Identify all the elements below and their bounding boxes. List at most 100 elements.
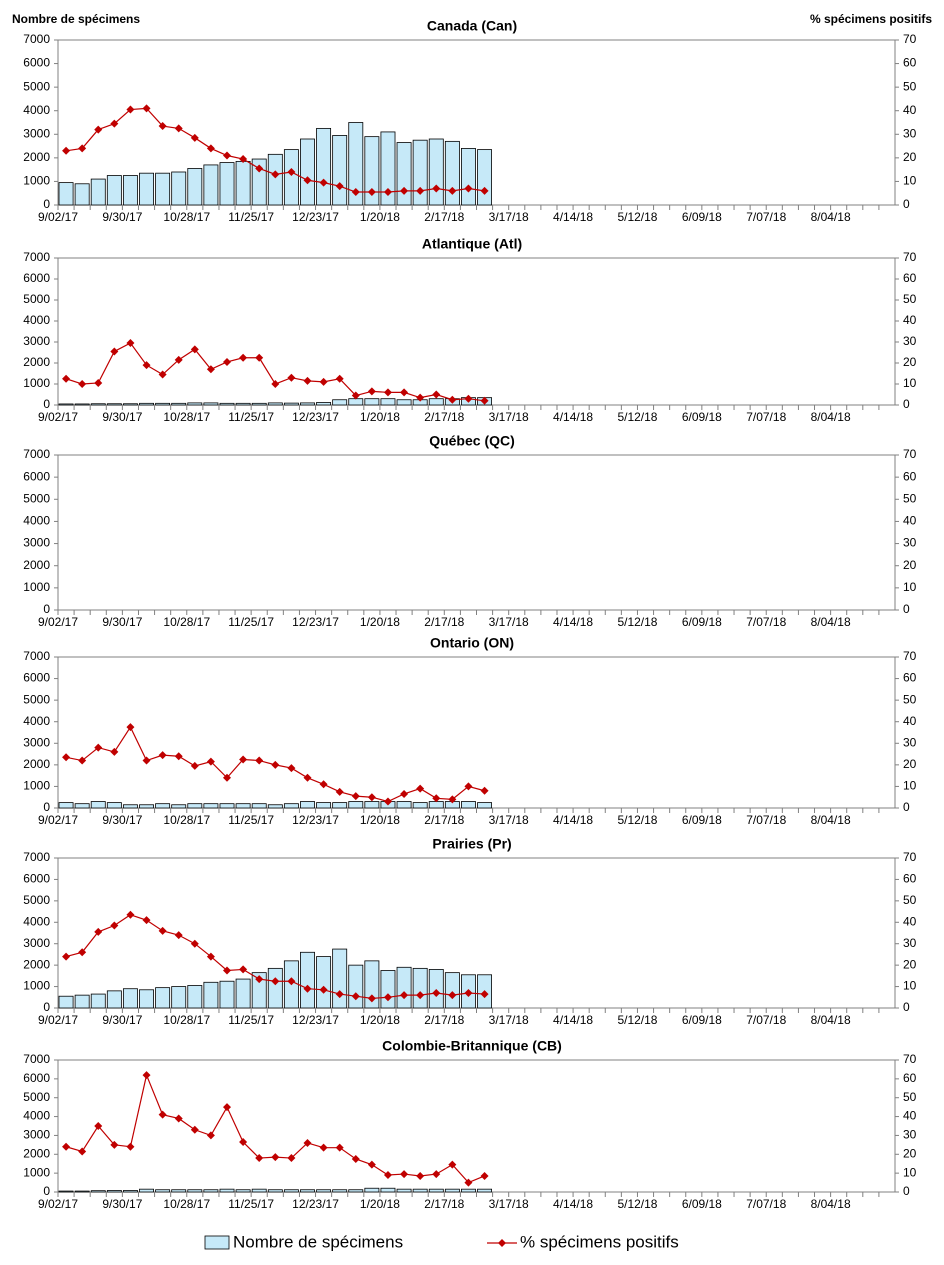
bar (348, 1189, 364, 1193)
line (65, 1073, 485, 1184)
x-tick-label: 5/12/18 (617, 813, 657, 827)
y-tick-label: 6000 (23, 469, 50, 483)
y2-tick-label: 0 (903, 800, 910, 814)
line-marker (287, 1154, 296, 1163)
bar (364, 136, 380, 206)
bar (187, 168, 203, 206)
bar (380, 970, 396, 1009)
y-tick-label: 0 (43, 602, 50, 616)
legend-label: Nombre de spécimens (233, 1232, 403, 1251)
bar (428, 1188, 444, 1193)
y2-tick-label: 50 (903, 292, 917, 306)
bar (348, 801, 364, 809)
y2-tick-label: 20 (903, 957, 917, 971)
line-marker (416, 784, 425, 793)
x-tick-label: 9/02/17 (38, 210, 78, 224)
line-marker (416, 393, 425, 402)
line-marker (432, 794, 441, 803)
bar (412, 139, 428, 206)
bar (251, 972, 267, 1009)
y2-tick-label: 70 (903, 649, 917, 663)
line-marker (367, 994, 376, 1003)
bar (428, 801, 444, 809)
line-marker (62, 952, 71, 961)
bar (316, 1189, 332, 1193)
line-marker (464, 394, 473, 403)
line-marker (271, 977, 280, 986)
bar (74, 183, 90, 206)
x-tick-label: 4/14/18 (553, 1013, 593, 1027)
line-marker (287, 764, 296, 773)
bar (444, 972, 460, 1009)
line-marker (287, 373, 296, 382)
y2-tick-label: 0 (903, 397, 910, 411)
line-marker (319, 178, 328, 187)
line-marker (78, 756, 87, 765)
bar (477, 149, 492, 206)
y2-tick-label: 20 (903, 558, 917, 572)
x-tick-label: 10/28/17 (163, 615, 210, 629)
y-tick-label: 2000 (23, 558, 50, 572)
bar (235, 978, 251, 1009)
y-tick-label: 5000 (23, 292, 50, 306)
line-marker (223, 151, 232, 160)
bar (235, 402, 251, 406)
x-tick-label: 3/17/18 (489, 1013, 529, 1027)
bar (300, 402, 315, 406)
x-tick-label: 8/04/18 (811, 210, 851, 224)
plot-frame (57, 1059, 896, 1193)
line-marker (78, 144, 87, 153)
bar (106, 990, 122, 1009)
x-tick-label: 11/25/17 (228, 210, 274, 224)
bar (219, 162, 235, 206)
bar (428, 398, 444, 406)
bar (364, 1187, 380, 1193)
bar (219, 803, 235, 809)
x-tick-label: 2/17/18 (424, 1197, 464, 1211)
line-marker (432, 1170, 441, 1179)
chart-title: Colombie-Britannique (CB) (382, 1038, 562, 1054)
line-marker (110, 347, 119, 356)
x-tick-label: 9/02/17 (38, 1197, 78, 1211)
line-marker (383, 797, 392, 806)
line-marker (367, 793, 376, 802)
bar (412, 802, 428, 809)
line-marker (158, 1110, 167, 1119)
line-marker (126, 339, 135, 348)
y-tick-label: 0 (43, 800, 50, 814)
bar (267, 402, 283, 406)
y-tick-label: 4000 (23, 914, 50, 928)
line-marker (351, 992, 360, 1001)
y-tick-label: 1000 (23, 979, 50, 993)
chart-title: Prairies (Pr) (432, 836, 511, 852)
line-marker (239, 755, 248, 764)
legend-swatch (204, 1235, 230, 1250)
y2-tick-label: 10 (903, 580, 917, 594)
line-marker (206, 757, 215, 766)
x-tick-label: 11/25/17 (228, 1197, 274, 1211)
bar (267, 804, 283, 809)
x-tick-label: 3/17/18 (489, 813, 529, 827)
line-marker (303, 376, 312, 385)
bar (412, 967, 428, 1009)
line-marker (335, 787, 344, 796)
x-tick-label: 7/07/18 (746, 410, 786, 424)
bar (477, 802, 492, 809)
line-marker (239, 353, 248, 362)
x-tick-label: 7/07/18 (746, 1197, 786, 1211)
bar (155, 402, 171, 406)
bar (106, 1190, 122, 1193)
bar (187, 1189, 203, 1193)
line-marker (319, 780, 328, 789)
line-marker (126, 723, 135, 732)
line-marker (223, 966, 232, 975)
line-marker (110, 1140, 119, 1149)
y2-tick-label: 60 (903, 469, 917, 483)
x-tick-label: 10/28/17 (163, 410, 210, 424)
y-tick-label: 0 (43, 1000, 50, 1014)
y2-tick-label: 70 (903, 850, 917, 864)
y-tick-label: 4000 (23, 313, 50, 327)
y-tick-label: 5000 (23, 1090, 50, 1104)
y2-tick-label: 50 (903, 692, 917, 706)
bar (122, 988, 138, 1009)
